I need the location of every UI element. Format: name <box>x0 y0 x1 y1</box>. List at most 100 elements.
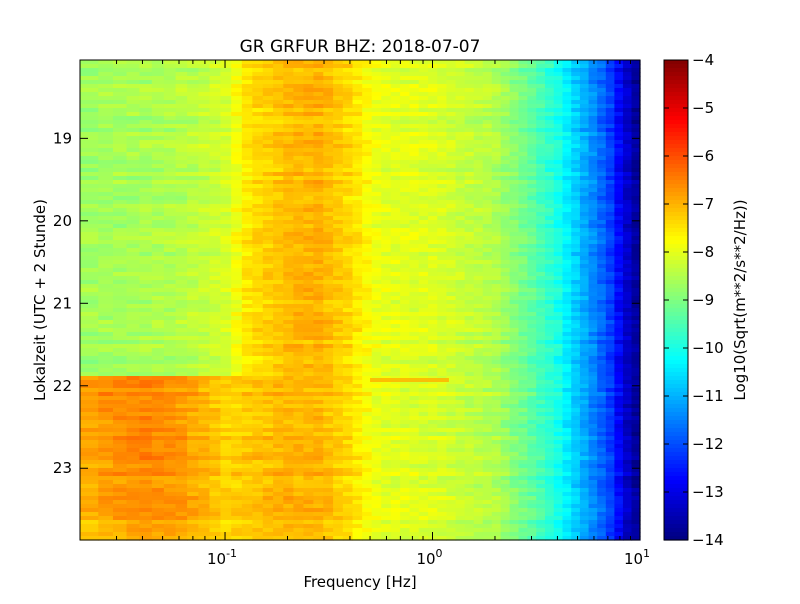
heatmap-cell <box>597 140 607 145</box>
heatmap-cell <box>482 212 493 217</box>
heatmap-cell <box>446 272 457 277</box>
heatmap-cell <box>473 188 484 193</box>
heatmap-cell <box>390 196 401 201</box>
heatmap-cell <box>553 292 564 297</box>
heatmap-cell <box>482 236 493 241</box>
heatmap-cell <box>446 212 457 217</box>
heatmap-cell <box>220 372 232 377</box>
heatmap-cell <box>381 408 392 413</box>
heatmap-cell <box>527 348 537 353</box>
heatmap-cell <box>198 84 211 89</box>
heatmap-cell <box>473 332 484 337</box>
heatmap-cell <box>342 252 354 257</box>
heatmap-cell <box>209 120 222 125</box>
heatmap-cell <box>464 192 475 197</box>
heatmap-cell <box>536 152 546 157</box>
heatmap-cell <box>198 296 211 301</box>
heatmap-cell <box>527 200 537 205</box>
heatmap-cell <box>333 168 344 173</box>
heatmap-cell <box>220 304 232 309</box>
heatmap-cell <box>597 120 607 125</box>
heatmap-cell <box>80 100 99 105</box>
heatmap-cell <box>571 128 581 133</box>
heatmap-cell <box>446 412 457 417</box>
heatmap-cell <box>597 332 607 337</box>
heatmap-cell <box>112 164 128 169</box>
heatmap-cell <box>500 252 511 257</box>
heatmap-cell <box>231 196 243 201</box>
heatmap-cell <box>631 316 641 321</box>
heatmap-cell <box>112 408 128 413</box>
heatmap-cell <box>381 260 392 265</box>
heatmap-cell <box>112 376 128 381</box>
heatmap-cell <box>352 160 363 165</box>
heatmap-cell <box>139 404 153 409</box>
heatmap-cell <box>614 80 624 85</box>
heatmap-cell <box>139 380 153 385</box>
heatmap-cell <box>175 228 188 233</box>
heatmap-cell <box>262 252 274 257</box>
heatmap-cell <box>614 140 624 145</box>
heatmap-cell <box>342 236 354 241</box>
heatmap-cell <box>333 120 344 125</box>
heatmap-cell <box>536 108 546 113</box>
heatmap-cell <box>562 200 572 205</box>
heatmap-cell <box>482 64 493 69</box>
heatmap-cell <box>597 168 607 173</box>
heatmap-cell <box>631 296 641 301</box>
heatmap-cell <box>473 92 484 97</box>
heatmap-cell <box>390 348 401 353</box>
heatmap-cell <box>437 300 448 305</box>
heatmap-cell <box>381 392 392 397</box>
heatmap-cell <box>455 212 466 217</box>
heatmap-cell <box>588 328 598 333</box>
heatmap-cell <box>545 92 555 97</box>
heatmap-cell <box>622 80 633 85</box>
heatmap-cell <box>400 232 411 237</box>
heatmap-cell <box>491 376 502 381</box>
heatmap-cell <box>400 116 411 121</box>
heatmap-cell <box>605 108 615 113</box>
heatmap-cell <box>579 148 590 153</box>
heatmap-cell <box>464 324 475 329</box>
heatmap-cell <box>588 136 598 141</box>
heatmap-cell <box>437 268 448 273</box>
heatmap-cell <box>400 196 411 201</box>
heatmap-cell <box>622 112 633 117</box>
heatmap-cell <box>342 280 354 285</box>
heatmap-cell <box>175 384 188 389</box>
heatmap-cell <box>80 396 99 401</box>
heatmap-cell <box>446 76 457 81</box>
heatmap-cell <box>390 384 401 389</box>
heatmap-cell <box>187 228 199 233</box>
heatmap-cell <box>545 216 555 221</box>
heatmap-cell <box>605 380 615 385</box>
heatmap-cell <box>482 140 493 145</box>
heatmap-cell <box>597 344 607 349</box>
heatmap-cell <box>241 284 253 289</box>
heatmap-cell <box>579 328 590 333</box>
heatmap-cell <box>362 236 373 241</box>
heatmap-cell <box>553 408 564 413</box>
heatmap-cell <box>333 376 344 381</box>
heatmap-cell <box>303 344 314 349</box>
heatmap-cell <box>545 352 555 357</box>
heatmap-cell <box>455 164 466 169</box>
heatmap-cell <box>588 304 598 309</box>
heatmap-cell <box>252 132 264 137</box>
heatmap-cell <box>381 132 392 137</box>
heatmap-cell <box>293 372 305 377</box>
heatmap-cell <box>518 268 528 273</box>
heatmap-cell <box>418 320 429 325</box>
heatmap-cell <box>631 72 641 77</box>
heatmap-cell <box>579 104 590 109</box>
heatmap-cell <box>482 160 493 165</box>
heatmap-cell <box>175 324 188 329</box>
heatmap-cell <box>303 348 314 353</box>
heatmap-cell <box>220 308 232 313</box>
heatmap-cell <box>390 304 401 309</box>
heatmap-cell <box>313 180 324 185</box>
heatmap-cell <box>333 60 344 65</box>
heatmap-cell <box>562 204 572 209</box>
heatmap-cell <box>163 104 177 109</box>
